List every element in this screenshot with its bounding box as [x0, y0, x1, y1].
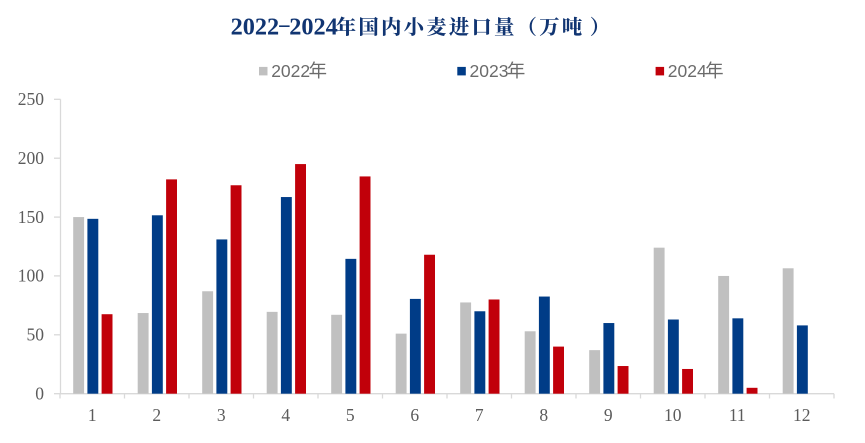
svg-text:2024: 2024 [289, 13, 338, 40]
svg-text:50: 50 [27, 325, 45, 345]
svg-text:10: 10 [664, 405, 682, 425]
svg-text:6: 6 [410, 405, 419, 425]
svg-text:2024: 2024 [668, 61, 707, 81]
svg-text:9: 9 [604, 405, 613, 425]
svg-text:12: 12 [793, 405, 811, 425]
svg-text:5: 5 [346, 405, 355, 425]
svg-text:11: 11 [729, 405, 746, 425]
svg-text:4: 4 [281, 405, 290, 425]
svg-text:2023: 2023 [470, 61, 509, 81]
svg-text:3: 3 [217, 405, 226, 425]
svg-text:1: 1 [88, 405, 97, 425]
svg-text:250: 250 [18, 89, 45, 109]
svg-text:8: 8 [539, 405, 548, 425]
svg-text:200: 200 [18, 148, 45, 168]
svg-text:2: 2 [152, 405, 161, 425]
svg-text:100: 100 [18, 266, 45, 286]
svg-text:150: 150 [18, 207, 45, 227]
svg-text:0: 0 [35, 384, 44, 404]
svg-text:7: 7 [475, 405, 484, 425]
svg-text:2022: 2022 [271, 61, 310, 81]
svg-text:2022: 2022 [231, 13, 280, 40]
